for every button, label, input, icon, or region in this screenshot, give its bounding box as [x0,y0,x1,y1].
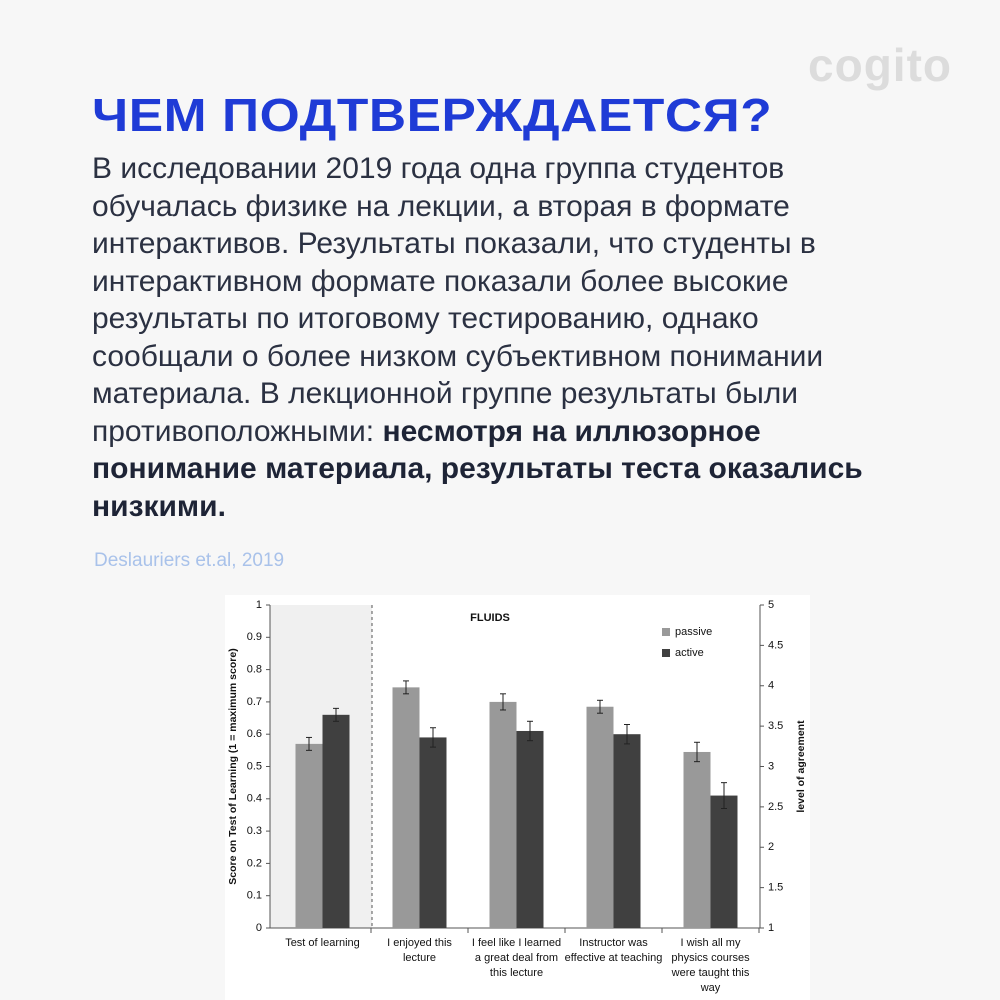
x-tick-label: I enjoyed this lecture [387,937,452,964]
y-tick-label: 0.6 [247,728,262,740]
bold-text: несмотря на иллюзорное понимание материа… [92,414,863,523]
y-tick-label: 1 [256,599,262,611]
y-tick-label: 0 [256,922,262,934]
y2-tick-label: 1.5 [768,882,783,894]
y-tick-label: 0.7 [247,696,262,708]
y-tick-label: 0.8 [247,664,262,676]
chart-title: FLUIDS [470,612,510,624]
bar [613,734,641,928]
y2-tick-label: 2 [768,841,774,853]
bar [489,701,517,928]
y-tick-label: 0.4 [247,793,262,805]
bar [516,730,544,928]
logo: cogito [808,39,952,91]
bar [419,737,447,928]
x-tick-label: Instructor was effective at teaching [564,937,663,964]
y-tick-label: 0.5 [247,760,262,772]
legend-swatch [662,649,670,657]
text: В исследовании 2019 года одна группа сту… [92,152,824,448]
y2-tick-label: 4.5 [768,639,783,651]
legend-label: active [675,647,704,659]
y2-tick-label: 3 [768,760,774,772]
y-tick-label: 0.2 [247,857,262,869]
bar [710,795,738,928]
bar [392,687,420,928]
title: ЧЕМ ПОДТВЕРЖДАЕТСЯ? [92,89,773,141]
x-tick-label: I wish all my physics courses were taugh… [671,937,750,994]
y2-tick-label: 1 [768,922,774,934]
bar [322,714,350,928]
bar [586,706,614,928]
y-axis-title: Score on Test of Learning (1 = maximum s… [227,648,239,884]
y-tick-label: 0.1 [247,890,262,902]
x-tick-label: I feel like I learned a great deal from … [471,937,562,979]
y-tick-label: 0.9 [247,631,262,643]
y2-tick-label: 3.5 [768,720,783,732]
y-tick-label: 0.3 [247,825,262,837]
bar [683,751,711,928]
y2-axis-title: level of agreement [795,720,807,813]
bar [295,743,323,928]
body-text: В исследовании 2019 года одна группа сту… [92,150,892,525]
y2-tick-label: 2.5 [768,801,783,813]
y2-tick-label: 4 [768,680,774,692]
x-tick-label: Test of learning [285,937,360,949]
legend-swatch [662,628,670,636]
citation: Deslauriers et.al, 2019 [94,550,285,571]
legend-label: passive [675,626,712,638]
y2-tick-label: 5 [768,599,774,611]
